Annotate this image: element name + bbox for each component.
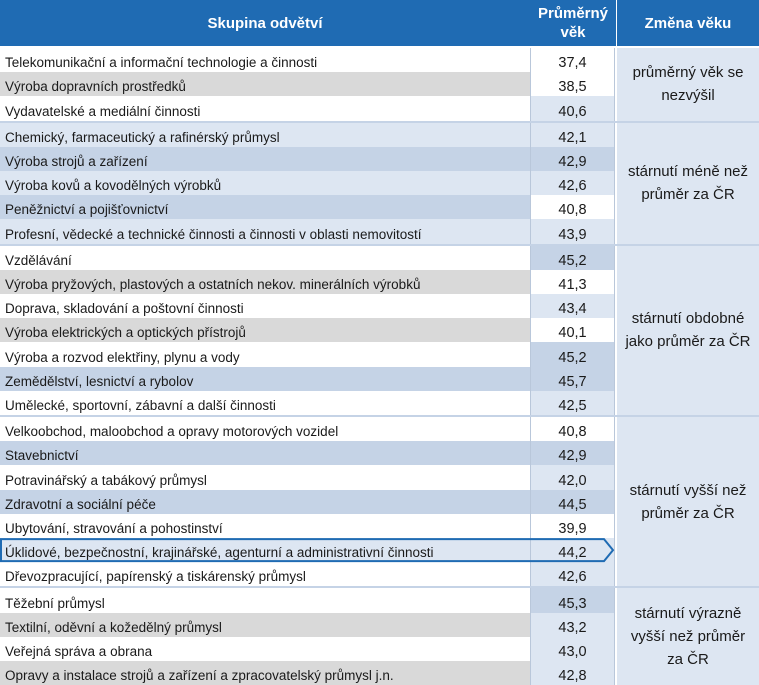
table-row-average-age: 40,8 [530, 195, 615, 220]
header-age-change: Změna věku [617, 0, 759, 46]
table-row-industry-name: Telekomunikační a informační technologie… [0, 48, 530, 73]
table-row-industry-name: Velkoobchod, maloobchod a opravy motorov… [0, 417, 530, 442]
age-change-group-label: stárnutí méně než průměr za ČR [617, 122, 759, 244]
table-row-average-age: 42,1 [530, 122, 615, 147]
table-row-industry-name: Výroba kovů a kovodělných výrobků [0, 171, 530, 196]
table-row-average-age: 45,7 [530, 366, 615, 391]
age-change-group-label: stárnutí výrazně vyšší než průměr za ČR [617, 588, 759, 685]
table-row-average-age: 45,2 [530, 245, 615, 270]
table-row-industry-name: Vzdělávání [0, 245, 530, 270]
table-row-industry-name: Stavebnictví [0, 441, 530, 466]
header-average-age: Průměrný věk [530, 0, 616, 46]
table-row-industry-name: Zemědělství, lesnictví a rybolov [0, 366, 530, 391]
age-change-group-label: stárnutí vyšší než průměr za ČR [617, 417, 759, 587]
table-row-average-age: 42,9 [530, 441, 615, 466]
table-row-industry-name: Umělecké, sportovní, zábavní a další čin… [0, 390, 530, 415]
group-separator [0, 415, 759, 417]
table-row-average-age: 42,8 [530, 661, 615, 685]
table-row-industry-name: Textilní, oděvní a kožedělný průmysl [0, 612, 530, 637]
table-row-average-age: 45,2 [530, 342, 615, 367]
table-row-average-age: 42,6 [530, 562, 615, 587]
table-row-industry-name: Vydavatelské a mediální činnosti [0, 96, 530, 121]
table-row-average-age: 44,5 [530, 489, 615, 514]
table-row-industry-name: Výroba dopravních prostředků [0, 72, 530, 97]
table-row-industry-name: Těžební průmysl [0, 588, 530, 613]
table-row-average-age: 42,5 [530, 390, 615, 415]
table-row-industry-name: Výroba pryžových, plastových a ostatních… [0, 269, 530, 294]
table-row-average-age: 43,9 [530, 219, 615, 244]
age-change-group-label: průměrný věk se nezvýšil [617, 48, 759, 121]
age-change-group-label: stárnutí obdobné jako průměr za ČR [617, 245, 759, 415]
group-separator [0, 243, 759, 246]
table-row-industry-name: Zdravotní a sociální péče [0, 489, 530, 514]
table-row-average-age: 40,6 [530, 96, 615, 121]
table-row-average-age: 38,5 [530, 72, 615, 97]
table-row-average-age: 45,3 [530, 588, 615, 613]
table-row-industry-name: Doprava, skladování a poštovní činnosti [0, 294, 530, 319]
table-row-average-age: 43,2 [530, 612, 615, 637]
table-row-average-age: 39,9 [530, 513, 615, 538]
table-row-industry-name: Potravinářský a tabákový průmysl [0, 465, 530, 490]
table-row-average-age: 41,3 [530, 269, 615, 294]
table-row-industry-name: Úklidové, bezpečnostní, krajinářské, age… [0, 538, 530, 563]
table-row-average-age: 42,9 [530, 146, 615, 171]
table-row-industry-name: Dřevozpracující, papírenský a tiskárensk… [0, 562, 530, 587]
table-row-average-age: 40,1 [530, 318, 615, 343]
table-row-average-age: 44,2 [530, 538, 615, 563]
table-row-industry-name: Profesní, vědecké a technické činnosti a… [0, 219, 530, 244]
table-row-industry-name: Peněžnictví a pojišťovnictví [0, 195, 530, 220]
table-row-average-age: 37,4 [530, 48, 615, 73]
group-separator [0, 586, 759, 589]
table-row-industry-name: Výroba strojů a zařízení [0, 146, 530, 171]
table-row-industry-name: Opravy a instalace strojů a zařízení a z… [0, 661, 530, 685]
table-row-average-age: 42,0 [530, 465, 615, 490]
table-row-average-age: 42,6 [530, 171, 615, 196]
group-separator [0, 120, 759, 123]
table-row-industry-name: Chemický, farmaceutický a rafinérský prů… [0, 122, 530, 147]
table-row-average-age: 43,0 [530, 636, 615, 661]
table-row-average-age: 43,4 [530, 294, 615, 319]
table-row-average-age: 40,8 [530, 417, 615, 442]
header-industry-group: Skupina odvětví [0, 0, 530, 46]
table-row-industry-name: Ubytování, stravování a pohostinství [0, 513, 530, 538]
table-row-industry-name: Výroba a rozvod elektřiny, plynu a vody [0, 342, 530, 367]
table-row-industry-name: Veřejná správa a obrana [0, 636, 530, 661]
table-row-industry-name: Výroba elektrických a optických přístroj… [0, 318, 530, 343]
